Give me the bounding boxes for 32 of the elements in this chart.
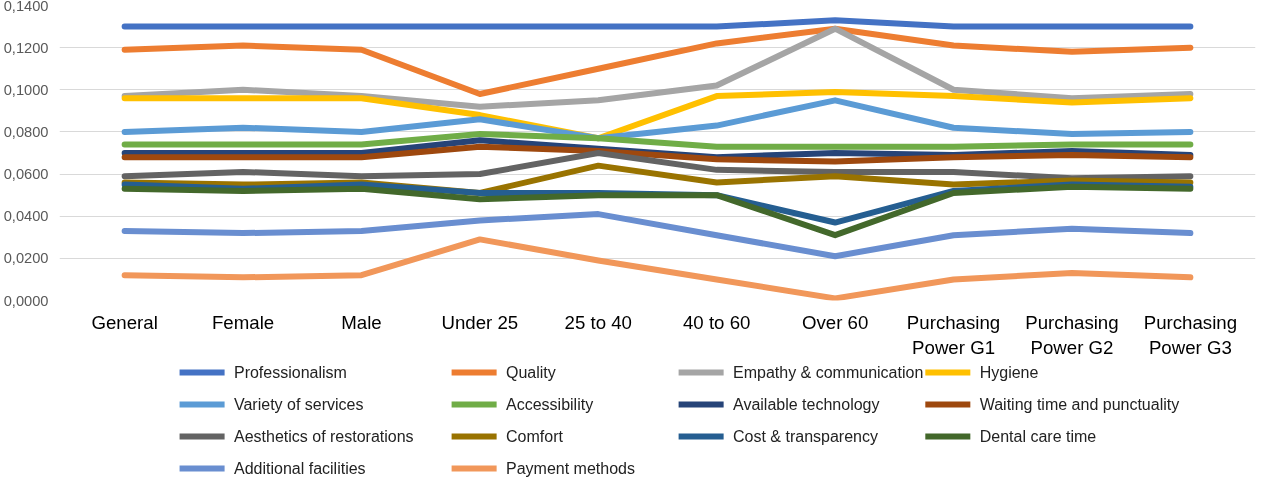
y-tick-label: 0,0000	[3, 292, 49, 309]
y-tick-label: 0,0600	[3, 166, 49, 183]
legend-label: Quality	[506, 364, 556, 381]
y-tick-label: 0,0800	[3, 123, 49, 140]
x-tick-label: Purchasing Power G3	[1143, 311, 1238, 358]
legend-label: Comfort	[506, 428, 564, 445]
legend-label: Additional facilities	[233, 460, 366, 477]
x-tick-label: 25 to 40	[564, 311, 633, 333]
x-tick-label: Under 25	[441, 311, 519, 333]
y-tick-label: 0,1200	[3, 39, 49, 56]
legend-label: Cost & transparency	[733, 428, 878, 445]
legend-label: Dental care time	[979, 428, 1097, 445]
legend-label: Aesthetics of restorations	[233, 428, 414, 445]
legend-label: Professionalism	[233, 364, 347, 381]
x-tick-label: Male	[341, 311, 382, 333]
y-tick-label: 0,0200	[3, 250, 49, 267]
x-tick-label: Purchasing Power G2	[1025, 311, 1119, 358]
x-tick-label: General	[91, 311, 158, 333]
x-tick-label: Purchasing Power G1	[906, 311, 1001, 358]
y-tick-label: 0,1000	[3, 81, 49, 98]
legend-label: Hygiene	[979, 364, 1039, 381]
x-tick-label: Over 60	[801, 311, 869, 333]
legend-label: Available technology	[733, 396, 880, 413]
legend-label: Empathy & communication	[733, 364, 924, 381]
x-tick-label: Female	[211, 311, 275, 333]
x-tick-label: 40 to 60	[682, 311, 751, 333]
legend-label: Payment methods	[506, 460, 635, 477]
legend-label: Waiting time and punctuality	[979, 396, 1180, 413]
legend-label: Accessibility	[506, 396, 594, 413]
legend-label: Variety of services	[233, 396, 364, 413]
y-tick-label: 0,1400	[3, 0, 49, 14]
y-tick-label: 0,0400	[3, 208, 49, 225]
